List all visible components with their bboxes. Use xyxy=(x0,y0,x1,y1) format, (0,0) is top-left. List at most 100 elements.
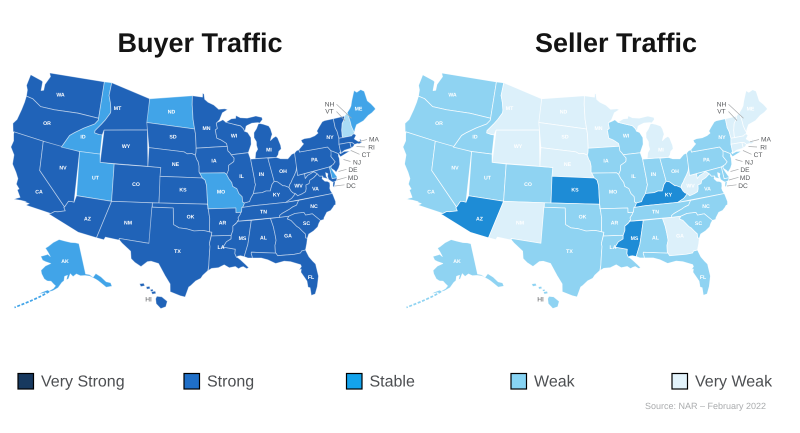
svg-text:OH: OH xyxy=(671,169,679,175)
svg-text:NC: NC xyxy=(702,204,710,210)
svg-text:SD: SD xyxy=(169,135,176,141)
svg-text:ND: ND xyxy=(168,110,176,116)
svg-text:MN: MN xyxy=(202,126,210,132)
svg-text:ME: ME xyxy=(747,107,755,113)
svg-text:OR: OR xyxy=(435,121,443,127)
svg-text:KS: KS xyxy=(179,188,187,194)
svg-text:MO: MO xyxy=(217,190,225,196)
svg-text:TN: TN xyxy=(260,210,267,216)
svg-text:PA: PA xyxy=(703,158,710,164)
svg-text:MT: MT xyxy=(506,106,514,112)
svg-text:WA: WA xyxy=(56,93,65,99)
svg-text:NY: NY xyxy=(326,135,334,141)
svg-text:TN: TN xyxy=(652,210,659,216)
svg-text:RI: RI xyxy=(760,144,767,151)
svg-text:DE: DE xyxy=(348,167,358,174)
svg-text:NH: NH xyxy=(717,101,727,108)
svg-text:PA: PA xyxy=(311,158,318,164)
svg-text:KY: KY xyxy=(273,193,281,199)
svg-text:NE: NE xyxy=(172,162,180,168)
svg-text:WV: WV xyxy=(294,184,303,190)
svg-text:Weak: Weak xyxy=(534,374,576,391)
svg-text:DC: DC xyxy=(738,183,748,190)
svg-text:Source: NAR – February 2022: Source: NAR – February 2022 xyxy=(645,401,766,411)
svg-text:KS: KS xyxy=(571,188,579,194)
svg-text:NJ: NJ xyxy=(353,159,361,166)
svg-text:TX: TX xyxy=(566,249,573,255)
svg-text:HI: HI xyxy=(537,297,544,304)
svg-text:WA: WA xyxy=(448,93,457,99)
svg-text:VT: VT xyxy=(325,109,333,116)
svg-text:GA: GA xyxy=(284,234,292,240)
svg-text:KY: KY xyxy=(665,193,673,199)
svg-text:AL: AL xyxy=(260,236,268,242)
svg-text:IL: IL xyxy=(631,174,636,180)
svg-text:NY: NY xyxy=(718,135,726,141)
svg-text:ND: ND xyxy=(560,110,568,116)
svg-text:MD: MD xyxy=(348,175,358,182)
svg-text:DE: DE xyxy=(740,167,750,174)
svg-text:WY: WY xyxy=(514,144,523,150)
svg-text:AR: AR xyxy=(219,221,227,227)
svg-text:IL: IL xyxy=(239,174,244,180)
svg-text:CA: CA xyxy=(427,190,435,196)
svg-text:AZ: AZ xyxy=(476,217,484,223)
svg-text:SC: SC xyxy=(695,221,702,227)
svg-text:CT: CT xyxy=(362,152,371,159)
svg-text:WY: WY xyxy=(122,144,131,150)
svg-text:SD: SD xyxy=(561,135,568,141)
svg-text:NJ: NJ xyxy=(745,159,753,166)
svg-text:ID: ID xyxy=(472,135,477,141)
svg-text:AL: AL xyxy=(652,236,660,242)
svg-text:SC: SC xyxy=(303,221,310,227)
svg-text:MT: MT xyxy=(114,106,122,112)
svg-text:CA: CA xyxy=(35,190,43,196)
svg-text:WI: WI xyxy=(623,134,630,140)
svg-text:NE: NE xyxy=(564,162,572,168)
svg-text:MA: MA xyxy=(761,137,771,144)
svg-text:NC: NC xyxy=(310,204,318,210)
svg-text:OR: OR xyxy=(43,121,51,127)
svg-text:Strong: Strong xyxy=(207,374,254,391)
svg-text:MS: MS xyxy=(631,236,639,242)
svg-text:Very Weak: Very Weak xyxy=(695,374,773,391)
svg-text:AR: AR xyxy=(611,221,619,227)
svg-text:IA: IA xyxy=(603,159,608,165)
svg-text:GA: GA xyxy=(676,234,684,240)
svg-text:TX: TX xyxy=(174,249,181,255)
svg-text:FL: FL xyxy=(308,275,315,281)
svg-text:NV: NV xyxy=(59,166,67,172)
svg-text:WV: WV xyxy=(686,184,695,190)
svg-text:UT: UT xyxy=(484,176,492,182)
svg-text:MO: MO xyxy=(609,190,617,196)
svg-text:OH: OH xyxy=(279,169,287,175)
svg-text:LA: LA xyxy=(610,245,617,251)
svg-text:AK: AK xyxy=(61,259,69,265)
svg-text:MD: MD xyxy=(740,175,750,182)
svg-text:CO: CO xyxy=(524,182,532,188)
svg-text:WI: WI xyxy=(231,134,238,140)
svg-text:NM: NM xyxy=(516,221,524,227)
svg-text:VA: VA xyxy=(704,187,711,193)
svg-text:UT: UT xyxy=(92,176,100,182)
svg-text:MS: MS xyxy=(239,236,247,242)
svg-text:LA: LA xyxy=(218,245,225,251)
svg-text:ID: ID xyxy=(80,135,85,141)
svg-text:IN: IN xyxy=(651,172,656,178)
svg-text:VT: VT xyxy=(717,109,725,116)
svg-text:DC: DC xyxy=(346,183,356,190)
svg-text:MA: MA xyxy=(369,137,379,144)
svg-text:MN: MN xyxy=(594,126,602,132)
svg-text:OK: OK xyxy=(579,215,587,221)
svg-text:Seller Traffic: Seller Traffic xyxy=(535,28,697,58)
svg-text:AK: AK xyxy=(453,259,461,265)
svg-text:MI: MI xyxy=(658,148,664,154)
svg-text:AZ: AZ xyxy=(84,217,92,223)
svg-text:ME: ME xyxy=(355,107,363,113)
svg-text:Buyer Traffic: Buyer Traffic xyxy=(117,28,282,58)
svg-text:NV: NV xyxy=(451,166,459,172)
svg-text:CO: CO xyxy=(132,182,140,188)
svg-text:CT: CT xyxy=(754,152,763,159)
svg-text:NH: NH xyxy=(325,101,335,108)
svg-text:HI: HI xyxy=(145,297,152,304)
